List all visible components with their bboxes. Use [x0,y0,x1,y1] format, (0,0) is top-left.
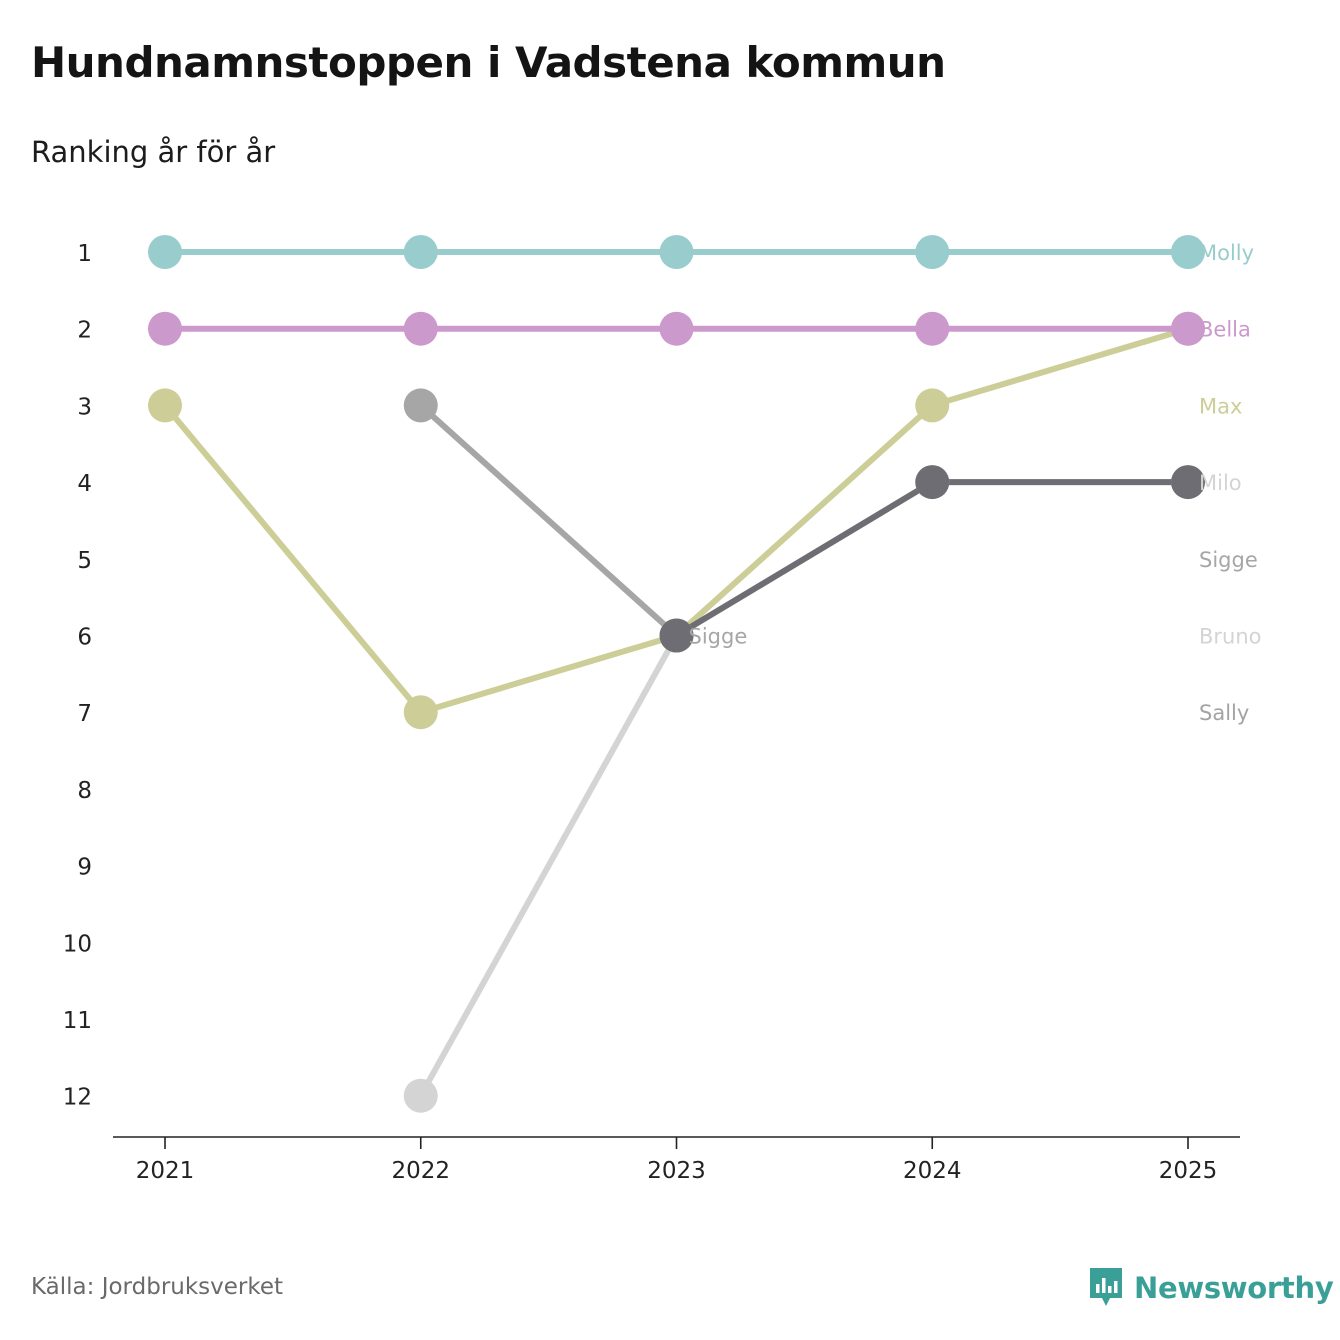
y-tick-label: 6 [77,625,92,651]
y-tick-label: 3 [77,394,92,420]
series-point-bella [1171,311,1205,346]
y-tick-label: 10 [63,931,92,957]
y-tick-label: 2 [77,318,92,344]
series-point-molly [659,235,694,269]
brand-name: Newsworthy [1134,1271,1334,1305]
newsworthy-logo-icon [1090,1268,1122,1306]
series-point-bella [403,311,438,346]
brand-logo[interactable]: Newsworthy [1088,1266,1334,1310]
series-point-sigge [403,388,438,423]
y-tick-label: 5 [77,548,92,574]
y-tick-label: 12 [63,1085,92,1111]
series-point-max [403,695,438,730]
series-point-milo [1171,465,1205,500]
y-tick-label: 8 [77,778,92,804]
series-line-milo [673,479,1191,639]
annotation-label-sigge: Sigge [689,625,748,649]
source-note: Källa: Jordbruksverket [31,1274,284,1300]
end-label-milo: Milo [1199,471,1242,495]
x-tick-label: 2022 [391,1158,450,1184]
end-label-sigge: Sigge [1199,548,1258,572]
x-tick-label: 2024 [903,1158,962,1184]
series-points [148,235,1205,1113]
series-line-sigge [417,402,680,639]
series-line-bruno [417,479,1191,1099]
y-tick-label: 4 [77,471,92,497]
series-point-max [915,388,950,423]
series-point-bella [659,311,694,346]
series-point-milo [915,465,950,500]
y-tick-label: 9 [77,855,92,881]
series-point-max [148,388,182,423]
x-tick-label: 2025 [1159,1158,1218,1184]
series-point-molly [915,235,950,269]
series-point-molly [403,235,438,269]
x-tick-label: 2023 [647,1158,706,1184]
end-label-bella: Bella [1199,318,1251,342]
y-tick-label: 1 [77,241,92,267]
series-point-bella [148,311,182,346]
end-label-molly: Molly [1199,241,1254,265]
series-point-molly [148,235,182,269]
series-point-milo [659,618,694,653]
series-point-bella [915,311,950,346]
series-line-max [162,325,1191,716]
chart-subtitle: Ranking år för år [31,135,276,169]
end-label-sally: Sally [1199,701,1249,725]
y-tick-label: 11 [63,1008,92,1034]
x-axis: 2021 2022 2023 2024 2025 [113,1136,1240,1184]
chart-title: Hundnamnstoppen i Vadstena kommun [31,38,946,87]
series-point-bruno [403,1078,438,1113]
series-point-molly [1171,235,1205,269]
x-tick-label: 2021 [136,1158,195,1184]
y-tick-label: 7 [77,701,92,727]
series-labels: Molly Bella Max Milo Sigge Bruno Sally Sigge [689,241,1262,725]
series-lines [162,249,1191,1099]
end-label-max: Max [1199,394,1242,418]
end-label-bruno: Bruno [1199,625,1262,649]
